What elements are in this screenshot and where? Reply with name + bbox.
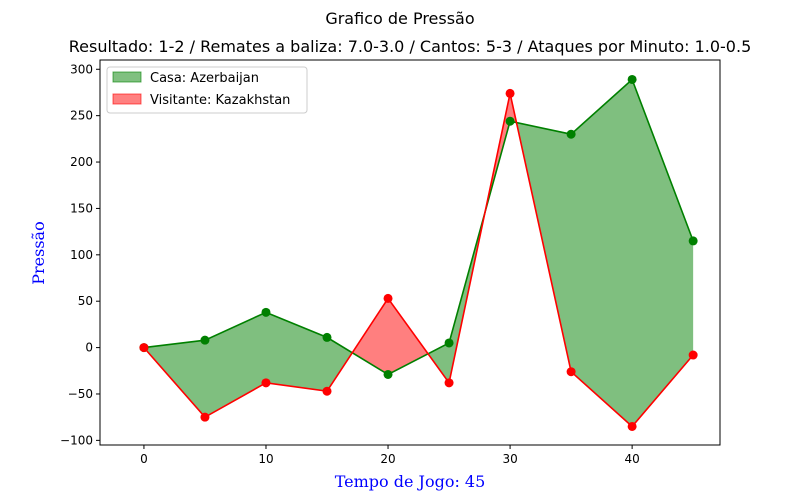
legend: Casa: Azerbaijan Visitante: Kazakhstan [106, 66, 308, 114]
y-tick-label: 300 [70, 62, 93, 76]
x-tick-label: 30 [502, 452, 517, 466]
y-tick-label: 100 [70, 248, 93, 262]
away-data-point [383, 293, 393, 303]
y-tick-label: 250 [70, 109, 93, 123]
series-points [139, 74, 698, 431]
y-tick-label: −50 [68, 387, 93, 401]
legend-box [106, 66, 308, 114]
away-data-point [627, 421, 637, 431]
series-lines [143, 78, 694, 428]
x-axis-label: Tempo de Jogo: 45 [335, 472, 486, 491]
home-data-point [322, 332, 332, 342]
away-data-point [566, 367, 576, 377]
x-tick-label: 10 [258, 452, 273, 466]
y-axis-ticks: −100 −50 0 50 100 150 200 250 300 [60, 62, 100, 447]
home-advantage-area [516, 79, 694, 427]
chart-title: Grafico de Pressão [325, 9, 474, 28]
away-data-point [688, 350, 698, 360]
away-data-point [322, 386, 332, 396]
away-data-point [444, 378, 454, 388]
home-data-point [627, 74, 637, 84]
home-data-point [383, 369, 393, 379]
y-tick-label: −100 [60, 433, 93, 447]
y-tick-label: 150 [70, 201, 93, 215]
legend-swatch-home [112, 71, 142, 83]
y-tick-label: 0 [85, 341, 93, 355]
away-data-point [505, 88, 515, 98]
y-tick-label: 50 [78, 294, 93, 308]
legend-label-home: Casa: Azerbaijan [150, 71, 259, 86]
x-tick-label: 40 [624, 452, 639, 466]
home-data-point [200, 335, 210, 345]
home-data-point [688, 236, 698, 246]
home-series-line [143, 78, 694, 376]
x-axis-ticks: 0 10 20 30 40 [140, 445, 640, 466]
y-axis-label: Pressão [29, 221, 48, 284]
home-data-point [505, 116, 515, 126]
home-data-point [261, 307, 271, 317]
away-advantage-area [352, 298, 429, 375]
y-tick-label: 200 [70, 155, 93, 169]
home-advantage-area [143, 312, 353, 418]
away-data-point [200, 412, 210, 422]
legend-swatch-away [112, 93, 142, 105]
home-data-point [566, 129, 576, 139]
away-data-point [139, 343, 149, 353]
x-tick-label: 20 [380, 452, 395, 466]
plot-frame [99, 59, 721, 446]
chart-subtitle: Resultado: 1-2 / Remates a baliza: 7.0-3… [69, 37, 752, 56]
x-tick-label: 0 [140, 452, 148, 466]
away-data-point [261, 378, 271, 388]
legend-label-away: Visitante: Kazakhstan [150, 93, 290, 108]
home-data-point [444, 338, 454, 348]
away-series-line [143, 93, 694, 428]
